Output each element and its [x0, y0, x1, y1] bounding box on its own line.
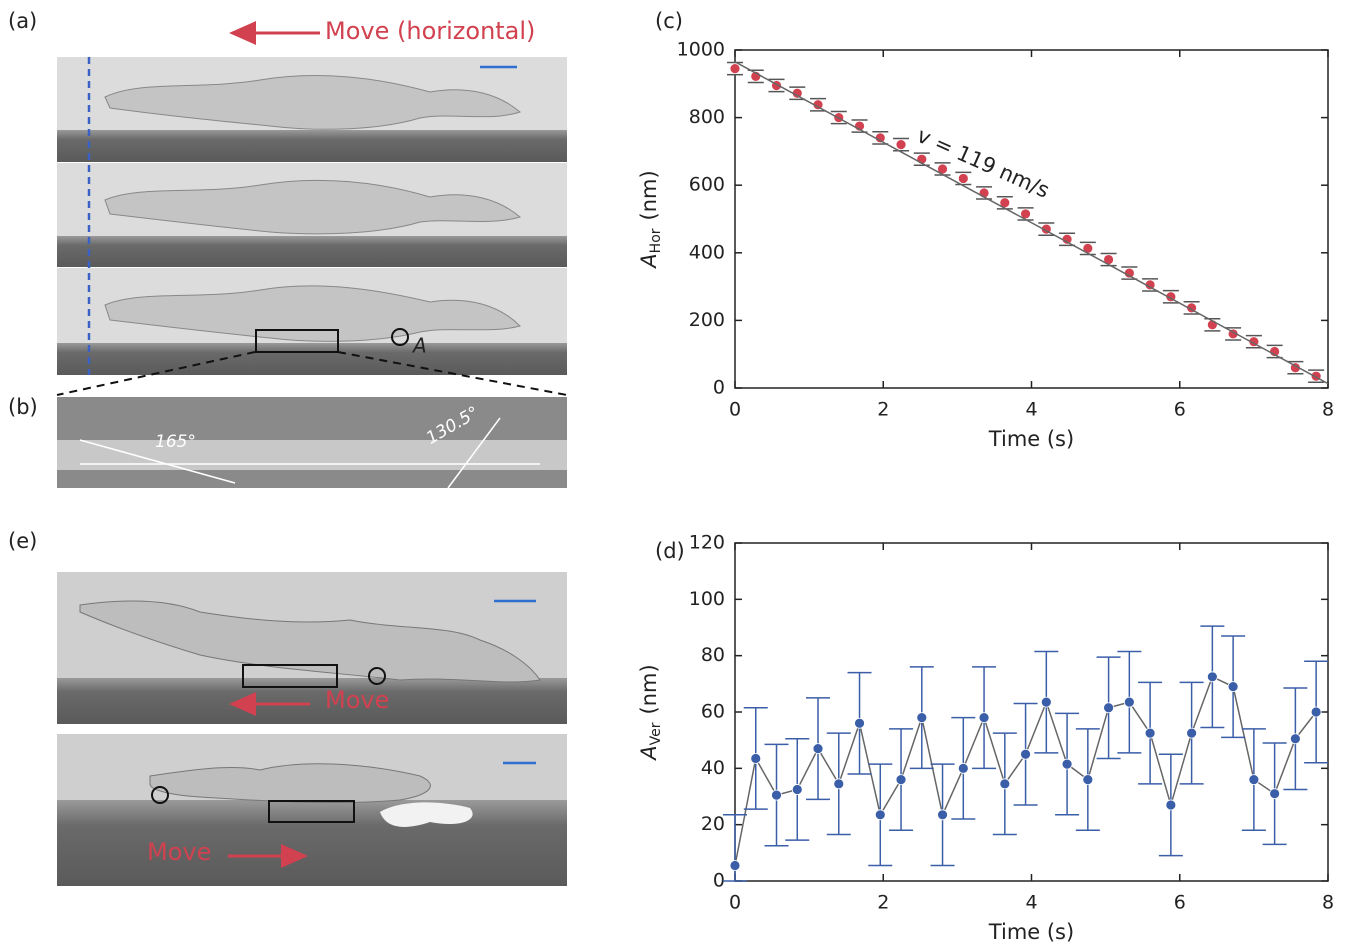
data-point — [1144, 727, 1156, 739]
sem-image — [57, 572, 567, 886]
y-label-symbol: A — [637, 745, 661, 761]
data-point — [1248, 774, 1260, 785]
panel-label: (e) — [8, 529, 37, 553]
y-label-subscript: Ver — [648, 722, 664, 745]
data-point — [999, 778, 1011, 790]
x-axis-label: Time (s) — [988, 920, 1074, 944]
x-tick-label: 6 — [1174, 892, 1186, 914]
data-point — [1227, 681, 1239, 693]
data-point — [874, 809, 886, 821]
y-tick-label: 0 — [713, 870, 725, 892]
y-label-subscript: Hor — [648, 228, 664, 253]
data-point — [750, 753, 762, 764]
move-label: Move — [325, 686, 389, 714]
data-point — [895, 774, 907, 785]
data-point — [957, 762, 969, 774]
y-label-unit: (nm) — [637, 664, 661, 714]
panel-label: (b) — [8, 395, 38, 419]
y-tick-label: 80 — [701, 644, 725, 666]
y-tick-label: 40 — [701, 757, 725, 779]
y-tick-label: 20 — [701, 813, 725, 835]
angle-label: 165° — [155, 432, 196, 452]
data-point — [1186, 727, 1198, 739]
x-tick-label: 6 — [1174, 399, 1186, 421]
data-point — [729, 63, 741, 74]
data-point — [1165, 799, 1177, 811]
data-point — [1082, 774, 1094, 785]
move-label: Move (horizontal) — [325, 17, 535, 45]
y-axis-label: AVer (nm) — [637, 664, 664, 761]
data-point — [1269, 788, 1281, 800]
data-point — [937, 809, 948, 821]
data-point — [957, 173, 969, 184]
y-label-unit: (nm) — [637, 170, 661, 220]
sem-image — [57, 397, 567, 489]
y-label-symbol: A — [637, 253, 661, 269]
data-point — [978, 712, 990, 724]
data-point — [1206, 671, 1218, 683]
y-axis-label: AHor (nm) — [637, 170, 664, 269]
data-point — [812, 743, 824, 755]
data-point — [1310, 706, 1322, 718]
fit-line — [734, 61, 1329, 385]
y-tick-label: 100 — [689, 588, 725, 610]
data-point — [1103, 702, 1114, 714]
y-tick-label: 60 — [701, 701, 725, 723]
x-tick-label: 8 — [1322, 892, 1334, 914]
x-tick-label: 4 — [1025, 399, 1037, 421]
axes-frame — [734, 49, 1329, 389]
data-point — [833, 778, 845, 790]
x-tick-label: 2 — [877, 399, 889, 421]
y-tick-label: 400 — [689, 241, 725, 263]
x-tick-label: 2 — [877, 892, 889, 914]
y-tick-label: 200 — [689, 309, 725, 331]
data-point — [916, 712, 928, 724]
data-point — [854, 717, 865, 729]
y-tick-label: 120 — [689, 532, 725, 554]
x-tick-label: 0 — [729, 399, 741, 421]
y-tick-label: 1000 — [677, 39, 725, 61]
x-tick-label: 0 — [729, 892, 741, 914]
y-tick-label: 600 — [689, 174, 725, 196]
x-tick-label: 4 — [1025, 892, 1037, 914]
panel-label: (a) — [8, 9, 37, 33]
data-point — [791, 784, 803, 795]
sem-image — [56, 57, 568, 396]
data-point — [1123, 696, 1135, 708]
move-label: Move — [147, 838, 211, 866]
data-point — [729, 860, 741, 871]
y-tick-label: 800 — [689, 106, 725, 128]
panel-label: (d) — [655, 539, 685, 563]
x-tick-label: 8 — [1322, 399, 1334, 421]
panel-label: (c) — [655, 9, 683, 33]
point-label: A — [411, 334, 427, 358]
data-point — [771, 789, 782, 801]
x-axis-label: Time (s) — [988, 427, 1074, 451]
y-tick-label: 0 — [713, 377, 725, 399]
data-point — [895, 139, 907, 151]
data-point — [1289, 733, 1301, 745]
data-point — [1020, 748, 1031, 760]
data-point — [1061, 758, 1073, 770]
data-point — [1040, 696, 1052, 708]
